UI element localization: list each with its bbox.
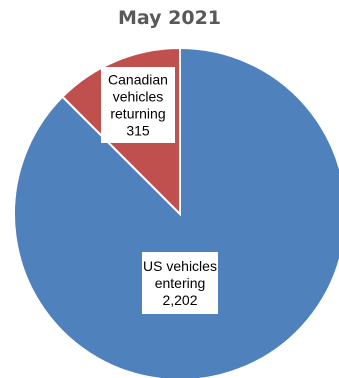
slice-label-box bbox=[142, 252, 218, 314]
slice-label-line: returning bbox=[110, 106, 165, 122]
slice-label-line: vehicles bbox=[113, 89, 164, 105]
slice-label-box bbox=[101, 67, 175, 143]
slice-label-line: 2,202 bbox=[162, 292, 197, 308]
chart-title: May 2021 bbox=[117, 7, 222, 29]
slice-label-line: US vehicles bbox=[143, 258, 217, 274]
pie-slices bbox=[13, 46, 339, 378]
slice-label-line: Canadian bbox=[108, 72, 168, 88]
slice-label-line: 315 bbox=[126, 123, 150, 139]
slice-label-line: entering bbox=[155, 275, 206, 291]
